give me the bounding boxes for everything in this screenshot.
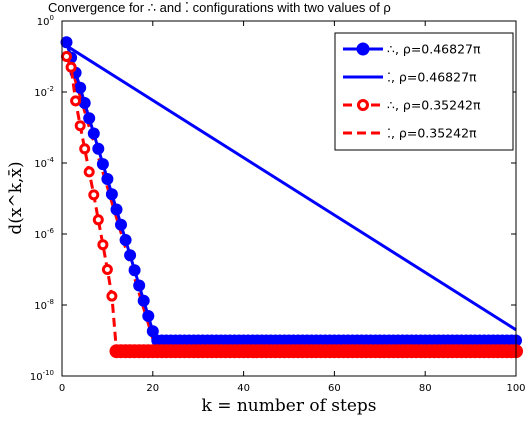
data-point [97,239,109,251]
legend-entry: ∴, ρ=0.46827π [343,42,481,57]
legend-label: ∴, ρ=0.35242π [387,98,481,113]
data-point [124,249,137,262]
legend-entry: ⁚, ρ=0.46827π [343,70,477,85]
legend-marker [357,99,369,111]
data-point [137,294,150,307]
data-point [74,81,87,94]
data-point [74,120,86,132]
y-tick-label: 10-4 [34,156,54,170]
data-point [110,203,123,216]
data-point [83,166,95,178]
data-point [101,264,113,275]
data-point [60,36,73,49]
legend-entry: ⁚, ρ=0.35242π [343,126,477,141]
legend: ∴, ρ=0.46827π ⁚, ρ=0.46827π ∴, ρ=0.35242π ⁚… [334,32,514,151]
series-layer [60,36,523,359]
data-point [65,61,77,73]
legend-label: ⁚, ρ=0.35242π [387,126,477,141]
legend-label: ∴, ρ=0.46827π [387,42,481,57]
data-point [115,218,127,231]
x-tick-label: 0 [59,383,65,394]
data-point [119,234,132,246]
data-point [83,112,96,125]
data-point [87,127,100,140]
data-point [128,264,141,277]
x-axis-label: k = number of steps [202,396,377,416]
data-point [79,143,91,155]
legend-entry: ∴, ρ=0.35242π [343,98,481,113]
data-point [96,158,109,171]
x-tick-label: 20 [146,383,159,394]
data-point [106,290,118,302]
series-2 [61,51,523,359]
data-point [78,97,91,109]
legend-label: ⁚, ρ=0.46827π [387,70,477,85]
data-point [105,188,118,201]
y-tick-label: 10-2 [34,85,54,99]
x-tick-label: 80 [419,383,432,394]
x-tick-label: 40 [237,383,250,394]
y-axis-label: d(x^k,x̄) [6,161,26,234]
chart-title: Convergence for ∴ and ⁚ configurations w… [48,0,391,15]
legend-marker [356,42,370,56]
series-line [65,44,517,332]
data-point [133,279,146,292]
y-tick-label: 100 [37,14,54,28]
data-point [101,173,114,185]
data-point [92,142,105,155]
data-point [61,51,72,62]
plot-frame [61,20,517,377]
data-point [92,214,104,226]
y-tick-label: 10-6 [34,227,54,241]
data-point [142,310,155,322]
y-tick-label: 10-10 [30,369,54,383]
x-tick-label: 60 [328,383,341,394]
x-tick-label: 100 [506,383,525,394]
y-tick-label: 10-8 [34,298,54,312]
series-1 [65,44,517,332]
data-point [88,189,100,201]
data-point [70,95,82,107]
